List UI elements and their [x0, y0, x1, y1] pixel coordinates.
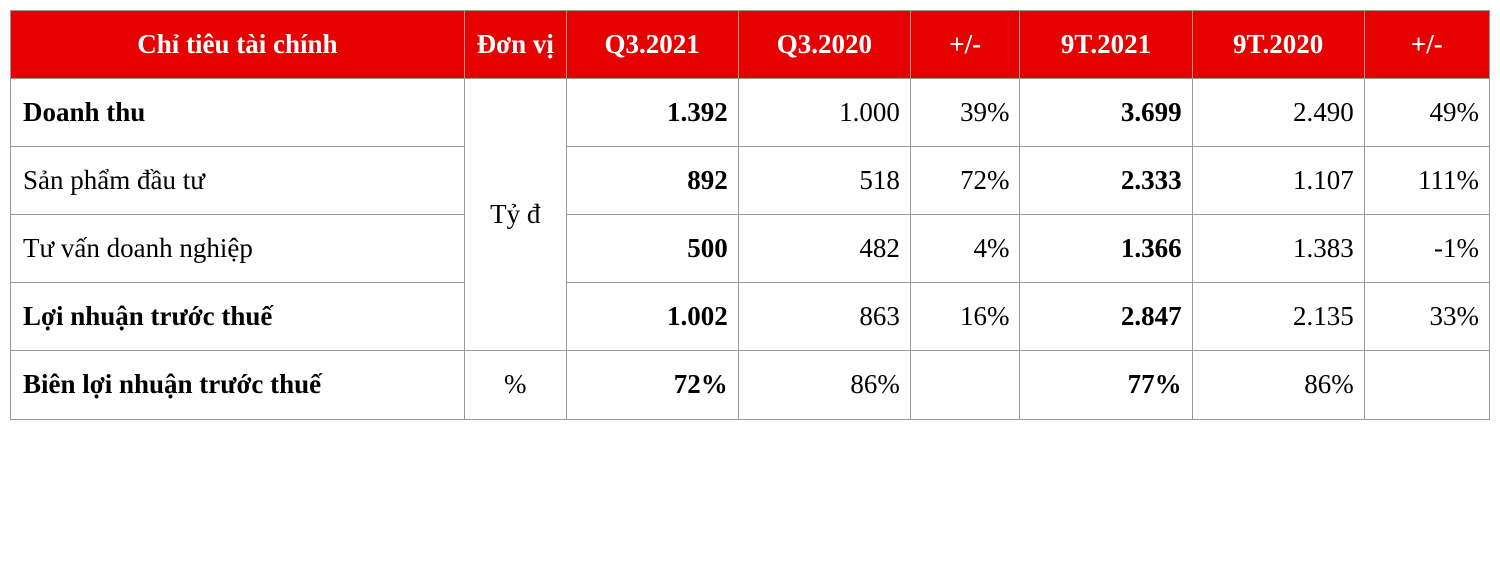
cell-value: 33%	[1364, 283, 1489, 351]
table-row: Doanh thu Tỷ đ 1.392 1.000 39% 3.699 2.4…	[11, 79, 1490, 147]
col-header-change2: +/-	[1364, 11, 1489, 79]
cell-value: 1.107	[1192, 147, 1364, 215]
cell-value: 72%	[910, 147, 1020, 215]
cell-value: 518	[738, 147, 910, 215]
cell-value: 1.366	[1020, 215, 1192, 283]
cell-metric-label: Sản phẩm đầu tư	[11, 147, 465, 215]
table-header-row: Chỉ tiêu tài chính Đơn vị Q3.2021 Q3.202…	[11, 11, 1490, 79]
cell-value: 16%	[910, 283, 1020, 351]
cell-metric-label: Tư vấn doanh nghiệp	[11, 215, 465, 283]
cell-value: 3.699	[1020, 79, 1192, 147]
cell-value: 72%	[566, 351, 738, 419]
cell-value: 2.490	[1192, 79, 1364, 147]
cell-value: 1.392	[566, 79, 738, 147]
table-row: Sản phẩm đầu tư 892 518 72% 2.333 1.107 …	[11, 147, 1490, 215]
financial-metrics-table: Chỉ tiêu tài chính Đơn vị Q3.2021 Q3.202…	[10, 10, 1490, 420]
cell-value: 2.135	[1192, 283, 1364, 351]
cell-value: 4%	[910, 215, 1020, 283]
cell-metric-label: Lợi nhuận trước thuế	[11, 283, 465, 351]
cell-value	[910, 351, 1020, 419]
col-header-9t-2020: 9T.2020	[1192, 11, 1364, 79]
table-row: Lợi nhuận trước thuế 1.002 863 16% 2.847…	[11, 283, 1490, 351]
cell-value: -1%	[1364, 215, 1489, 283]
col-header-unit: Đơn vị	[464, 11, 566, 79]
table-row: Tư vấn doanh nghiệp 500 482 4% 1.366 1.3…	[11, 215, 1490, 283]
cell-value: 863	[738, 283, 910, 351]
cell-value: 1.000	[738, 79, 910, 147]
cell-value	[1364, 351, 1489, 419]
cell-value: 482	[738, 215, 910, 283]
cell-value: 892	[566, 147, 738, 215]
cell-unit-group: Tỷ đ	[464, 79, 566, 351]
col-header-q3-2020: Q3.2020	[738, 11, 910, 79]
cell-value: 86%	[738, 351, 910, 419]
col-header-metric: Chỉ tiêu tài chính	[11, 11, 465, 79]
cell-value: 2.847	[1020, 283, 1192, 351]
col-header-q3-2021: Q3.2021	[566, 11, 738, 79]
col-header-change1: +/-	[910, 11, 1020, 79]
col-header-9t-2021: 9T.2021	[1020, 11, 1192, 79]
cell-value: 49%	[1364, 79, 1489, 147]
cell-value: 2.333	[1020, 147, 1192, 215]
cell-metric-label: Doanh thu	[11, 79, 465, 147]
cell-value: 1.002	[566, 283, 738, 351]
cell-value: 1.383	[1192, 215, 1364, 283]
table-row: Biên lợi nhuận trước thuế % 72% 86% 77% …	[11, 351, 1490, 419]
cell-value: 500	[566, 215, 738, 283]
cell-value: 86%	[1192, 351, 1364, 419]
cell-value: 77%	[1020, 351, 1192, 419]
cell-unit: %	[464, 351, 566, 419]
cell-metric-label: Biên lợi nhuận trước thuế	[11, 351, 465, 419]
cell-value: 39%	[910, 79, 1020, 147]
cell-value: 111%	[1364, 147, 1489, 215]
